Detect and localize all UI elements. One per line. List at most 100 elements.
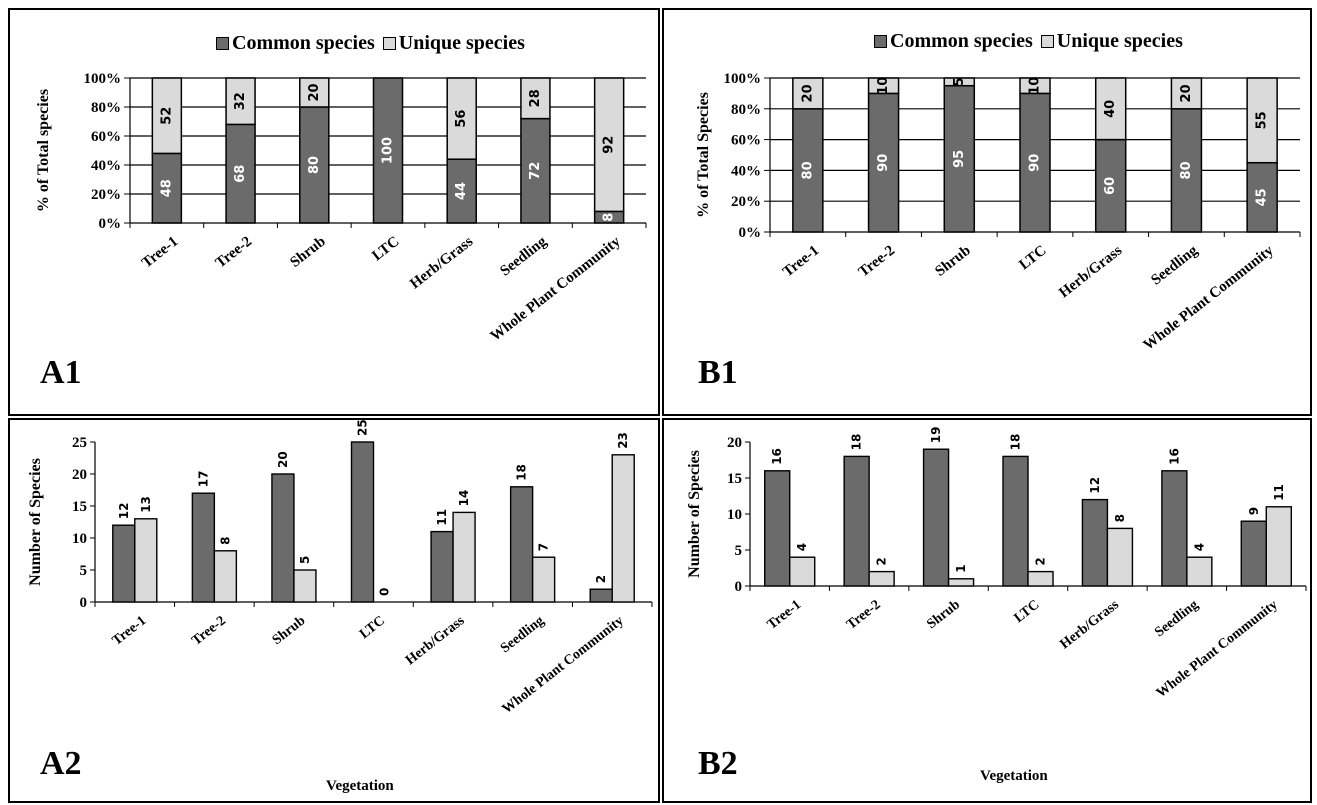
data-label-common: 2 (594, 575, 608, 583)
bar-unique (1094, 77, 1127, 141)
bar-unique (134, 518, 158, 603)
y-tick-label: 80% (731, 102, 761, 118)
chart-a1: 0% 20% 40% 60% 80% 100% % of Total species Tree… (35, 71, 647, 345)
data-label-common: 45 (1255, 188, 1270, 206)
data-label-unique: 20 (307, 83, 322, 101)
data-label-unique: 4 (1192, 543, 1206, 551)
bar-unique (611, 454, 635, 603)
y-tick-label: 100% (724, 71, 762, 87)
bar-unique (867, 77, 900, 95)
bar-unique (293, 569, 317, 603)
bar-unique (943, 77, 976, 87)
x-tick-label: Tree-2 (856, 243, 898, 281)
y-tick-label: 10 (727, 507, 742, 523)
data-label-common: 18 (1009, 434, 1023, 451)
x-tick-label: Herb/Grass (1057, 597, 1122, 652)
legend: Common species Unique species (874, 30, 1183, 53)
x-tick-label: Whole Plant Community (488, 233, 624, 344)
bar-unique (151, 77, 183, 155)
legend-label-unique: Unique species (398, 32, 525, 54)
legend-item-common: Common species (216, 32, 375, 55)
data-label-common: 17 (196, 470, 210, 487)
data-label-common: 19 (929, 426, 943, 443)
y-tick-label: 40% (91, 158, 121, 174)
data-label-unique: 7 (537, 543, 551, 551)
data-label-unique: 8 (218, 536, 232, 544)
y-axis-title: % of Total species (35, 89, 52, 212)
x-tick-label: Tree-2 (213, 234, 255, 272)
data-label-unique: 5 (952, 77, 967, 86)
bar-common (299, 106, 330, 224)
bar-common (943, 84, 976, 233)
bar-common (1081, 498, 1109, 587)
data-label-common: 12 (117, 502, 131, 519)
y-tick-label: 0% (739, 225, 762, 241)
bar-common (112, 524, 136, 603)
data-label-common: 18 (515, 464, 529, 481)
y-tick-label: 20 (72, 467, 87, 483)
data-label-unique: 20 (1179, 84, 1194, 102)
data-label-unique: 13 (139, 496, 153, 513)
bar-unique (452, 511, 476, 603)
x-tick-label: Tree-1 (139, 234, 181, 272)
legend-label-unique: Unique species (1056, 30, 1183, 52)
bar-common (922, 448, 950, 587)
x-tick-label: Seedling (498, 613, 547, 656)
bar-unique (1265, 506, 1292, 587)
y-tick-label: 80% (91, 100, 121, 116)
data-label-common: 90 (876, 154, 891, 172)
bar-common (520, 117, 551, 224)
data-label-common: 12 (1088, 477, 1102, 494)
bar-unique (531, 556, 556, 603)
y-tick-label: 60% (731, 133, 761, 149)
y-tick-label: 40% (731, 163, 761, 179)
x-tick-label: Tree-2 (189, 613, 228, 648)
data-label-unique: 32 (233, 92, 248, 110)
bar-common (225, 123, 256, 224)
y-tick-label: 60% (91, 129, 121, 145)
bar-common (1240, 520, 1267, 587)
panel-b1: Common species Unique species 0% 20% 40% 60… (662, 8, 1312, 416)
chart-b2: 0 5 10 15 20 Number of Species Tree-1 Tree-2 Shr… (686, 426, 1307, 701)
bar-common (1170, 108, 1203, 233)
bar-common (764, 470, 791, 587)
y-tick-label: 0 (80, 595, 88, 611)
bar-common (1161, 470, 1188, 587)
data-label-common: 100 (381, 137, 396, 164)
data-label-common: 9 (1247, 507, 1261, 515)
bar-unique (792, 77, 824, 110)
y-axis-title: Number of Species (686, 450, 703, 578)
x-tick-label: Tree-1 (765, 597, 804, 632)
data-label-common: 8 (602, 213, 617, 222)
panel-a2: 0 5 10 15 20 25 Number of Species Tree-1 Tree-2 S… (8, 418, 660, 803)
bar-unique (1019, 77, 1051, 95)
x-tick-label: LTC (357, 613, 388, 642)
data-label-common: 44 (454, 182, 469, 200)
x-tick-label: Tree-2 (844, 597, 883, 632)
bar-unique (1027, 570, 1054, 587)
y-tick-label: 10 (72, 531, 87, 547)
x-axis-title: Vegetation (326, 778, 394, 794)
panel-label: A2 (40, 745, 82, 782)
data-label-common: 18 (850, 434, 864, 451)
legend-item-common: Common species (874, 30, 1033, 53)
bar-unique (520, 77, 551, 120)
y-tick-label: 15 (72, 499, 87, 515)
data-label-common: 95 (952, 150, 967, 168)
data-label-unique: 56 (454, 110, 469, 128)
bar-unique (299, 77, 330, 108)
data-label-common: 72 (528, 162, 543, 180)
y-tick-label: 5 (735, 543, 743, 559)
data-label-common: 80 (307, 156, 322, 174)
bar-unique (225, 77, 256, 126)
data-label-unique: 11 (1272, 484, 1286, 501)
bar-common (589, 588, 613, 603)
y-tick-label: 20 (727, 435, 742, 451)
bar-common (271, 473, 295, 603)
y-tick-label: 15 (727, 471, 742, 487)
x-tick-label: LTC (369, 234, 402, 265)
legend: Common species Unique species (216, 32, 525, 55)
data-label-common: 68 (233, 165, 248, 183)
y-tick-label: 5 (80, 563, 88, 579)
bar-unique (947, 578, 975, 587)
